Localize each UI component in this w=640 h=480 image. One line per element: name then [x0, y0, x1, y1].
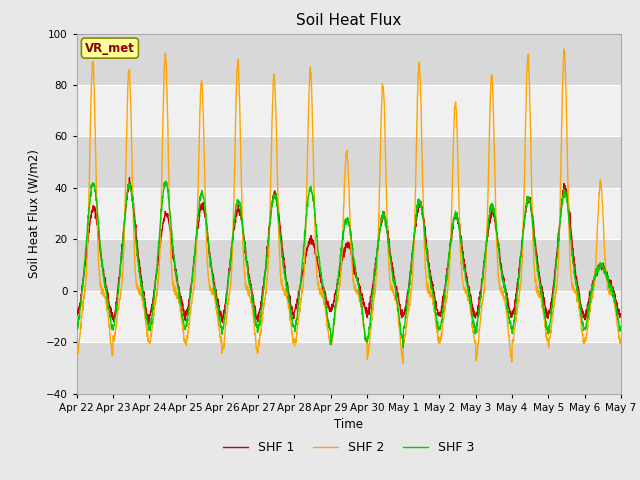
- SHF 2: [570, 287, 577, 292]
- SHF 2: [507, 354, 515, 360]
- X-axis label: Time: Time: [334, 418, 364, 431]
- SHF 3: [508, 325, 515, 331]
- Line: SHF 3: SHF 3: [77, 181, 621, 348]
- SHF 2: [617, 340, 625, 346]
- Text: VR_met: VR_met: [85, 42, 135, 55]
- Y-axis label: Soil Heat Flux (W/m2): Soil Heat Flux (W/m2): [28, 149, 40, 278]
- SHF 1: [125, 175, 133, 180]
- SHF 3: [399, 345, 407, 350]
- Legend: SHF 1, SHF 2, SHF 3: SHF 1, SHF 2, SHF 3: [218, 436, 479, 459]
- SHF 1: [570, 249, 577, 255]
- SHF 3: [376, 224, 384, 230]
- SHF 2: [376, 157, 384, 163]
- SHF 1: [73, 311, 81, 317]
- Title: Soil Heat Flux: Soil Heat Flux: [296, 13, 401, 28]
- SHF 1: [365, 308, 372, 314]
- SHF 2: [225, 297, 232, 302]
- SHF 1: [225, 270, 233, 276]
- SHF 3: [365, 333, 372, 339]
- SHF 1: [617, 312, 625, 318]
- SHF 1: [508, 314, 515, 320]
- SHF 2: [73, 354, 81, 360]
- SHF 2: [584, 317, 592, 323]
- Bar: [77, 240, 621, 291]
- Line: SHF 1: SHF 1: [77, 178, 621, 324]
- Bar: [77, 291, 621, 342]
- SHF 1: [377, 224, 385, 229]
- Bar: [77, 188, 621, 240]
- SHF 3: [162, 179, 170, 184]
- SHF 3: [570, 261, 577, 266]
- Bar: [77, 85, 621, 136]
- SHF 3: [617, 326, 625, 332]
- SHF 3: [73, 325, 81, 331]
- SHF 2: [399, 360, 406, 366]
- SHF 2: [365, 352, 372, 358]
- Bar: [77, 34, 621, 85]
- Line: SHF 2: SHF 2: [77, 49, 621, 363]
- Bar: [77, 136, 621, 188]
- SHF 1: [145, 322, 152, 327]
- SHF 2: [560, 47, 568, 52]
- SHF 3: [225, 272, 232, 277]
- SHF 3: [584, 303, 592, 309]
- Bar: [77, 342, 621, 394]
- SHF 1: [584, 299, 592, 305]
